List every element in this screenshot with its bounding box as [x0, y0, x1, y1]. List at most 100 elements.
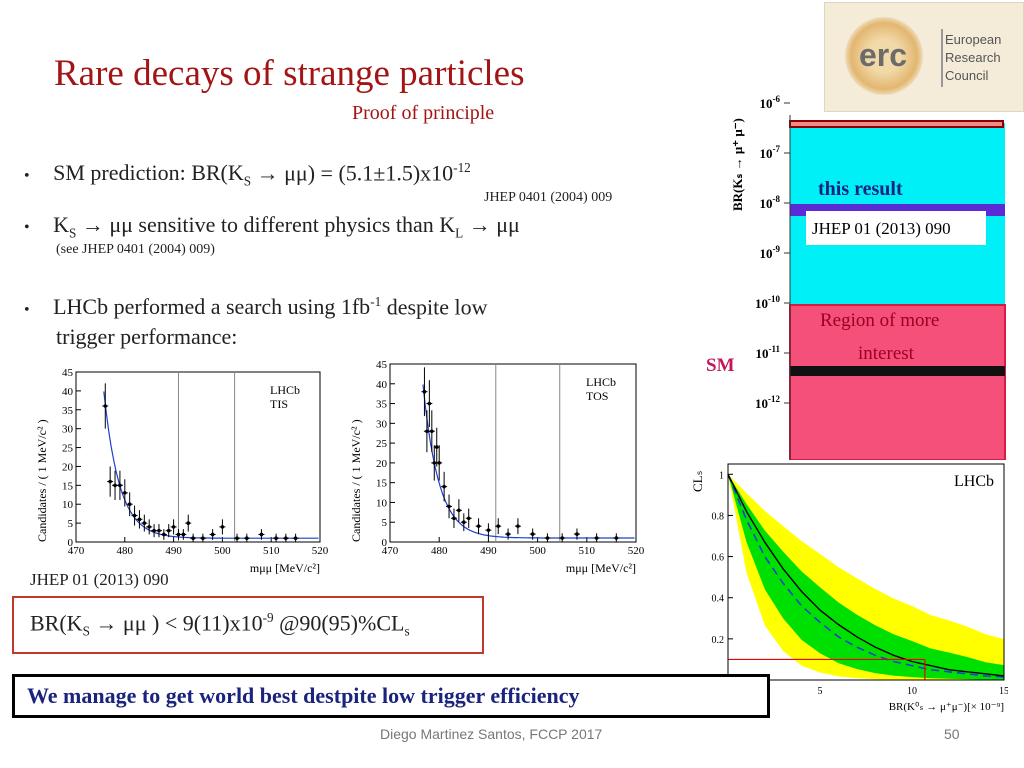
x-tick-label: 480: [431, 545, 448, 557]
data-point: [462, 520, 466, 525]
data-point: [152, 528, 156, 533]
data-point: [127, 502, 132, 507]
data-point: [506, 532, 510, 536]
br-axis-ticks: 10-6 10-7 10-8 10-9 10-10 10-11 10-12: [755, 95, 790, 411]
y-tick-label: 0: [382, 537, 388, 549]
cls-xlabel: BR(K⁰ₛ → μ⁺μ⁻)[× 10⁻⁹]: [889, 701, 1004, 713]
data-point: [496, 524, 501, 528]
data-point: [575, 532, 579, 536]
data-point: [157, 528, 161, 533]
erc-logo-circle: [845, 17, 923, 95]
y-tick-label: 35: [376, 399, 388, 411]
data-point: [147, 525, 151, 529]
x-axis-label: mμμ [MeV/c²]: [250, 561, 320, 575]
interest-band: [789, 304, 1006, 460]
legend-experiment: LHCb: [270, 383, 300, 397]
data-point: [427, 401, 432, 406]
data-point: [293, 536, 298, 541]
legend-experiment: LHCb: [586, 375, 616, 389]
data-point: [235, 536, 239, 541]
erc-text: European Research Council: [945, 32, 1002, 83]
cls-legend: LHCb: [954, 473, 994, 490]
y-tick-label: 20: [376, 458, 388, 470]
y-tick-label: 1: [719, 470, 724, 481]
y-tick-label: 0.2: [712, 635, 725, 646]
br-tick-label: 10-12: [755, 394, 780, 411]
x-tick-label: 500: [214, 545, 231, 557]
data-point: [466, 516, 471, 521]
data-point: [103, 404, 108, 408]
y-tick-label: 5: [382, 517, 388, 529]
y-tick-label: 0.8: [712, 511, 725, 522]
y-tick-label: 35: [62, 405, 74, 417]
data-point: [545, 536, 550, 540]
x-tick-label: 510: [263, 545, 280, 557]
data-point: [614, 536, 619, 540]
data-point: [560, 536, 564, 540]
data-point: [430, 429, 434, 434]
data-point: [425, 429, 429, 434]
y-tick-label: 40: [62, 386, 74, 398]
plot-frame: [389, 363, 637, 543]
data-point: [201, 536, 205, 541]
slide-title: Rare decays of strange particles: [54, 53, 525, 94]
data-point: [113, 483, 117, 488]
br-ylabel: BR(Kₛ → μ⁺ μ⁻): [730, 118, 745, 211]
y-tick-label: 15: [376, 478, 388, 490]
fit-curve: [422, 384, 635, 539]
data-point: [118, 483, 122, 488]
legend-trigger: TIS: [270, 397, 288, 411]
data-point: [245, 536, 249, 541]
y-tick-label: 45: [376, 359, 388, 371]
data-point: [594, 536, 599, 540]
bullet-dot: •: [24, 167, 30, 185]
br-scale-figure: 10-6 10-7 10-8 10-9 10-10 10-11 10-12 this res…: [706, 95, 1006, 460]
y-tick-label: 45: [62, 367, 74, 379]
y-tick-label: 15: [62, 480, 74, 492]
data-point: [274, 536, 278, 541]
data-point: [132, 513, 137, 518]
br-tick-label: 10-6: [760, 95, 781, 111]
cls-ylabel: CLₛ: [690, 470, 705, 492]
data-point: [452, 516, 456, 521]
sm-label: SM: [706, 355, 735, 376]
data-point: [186, 521, 191, 525]
data-point: [476, 524, 481, 528]
data-point: [171, 525, 176, 529]
data-point: [181, 532, 186, 537]
data-point: [457, 508, 461, 513]
conclusion-banner: We manage to get world best destpite low…: [12, 674, 770, 718]
br-tick-label: 10-7: [760, 144, 781, 161]
y-tick-label: 0.4: [712, 594, 725, 605]
x-tick-label: 15: [999, 686, 1008, 697]
region-label-2: interest: [858, 343, 915, 364]
br-tick-label: 10-10: [755, 294, 780, 311]
y-tick-label: 0: [68, 537, 74, 549]
bullet-3: • LHCb performed a search using 1fb-1 de…: [24, 294, 488, 320]
result-box: BR(KS → μμ ) < 9(11)x10-9 @90(95)%CLs: [12, 596, 484, 654]
y-tick-label: 20: [62, 461, 74, 473]
observed-line: [727, 473, 1005, 677]
data-point: [142, 521, 147, 525]
data-point: [284, 536, 288, 541]
expected-line: [727, 473, 1005, 678]
sm-band: [790, 366, 1005, 376]
x-tick-label: 490: [165, 545, 182, 557]
data-point: [432, 461, 437, 465]
data-point: [434, 445, 439, 449]
data-point: [516, 524, 520, 528]
x-tick-label: 500: [529, 545, 546, 557]
data-point: [176, 532, 181, 537]
x-tick-label: 480: [117, 545, 134, 557]
x-tick-label: 520: [312, 545, 329, 557]
br-tick-label: 10-8: [760, 194, 781, 211]
x-tick-label: 510: [579, 545, 596, 557]
bullet-3-line2: trigger performance:: [56, 324, 238, 349]
y-tick-label: 10: [376, 497, 388, 509]
y-tick-label: 30: [62, 424, 74, 436]
data-point: [486, 528, 491, 532]
x-tick-label: 470: [382, 545, 399, 557]
